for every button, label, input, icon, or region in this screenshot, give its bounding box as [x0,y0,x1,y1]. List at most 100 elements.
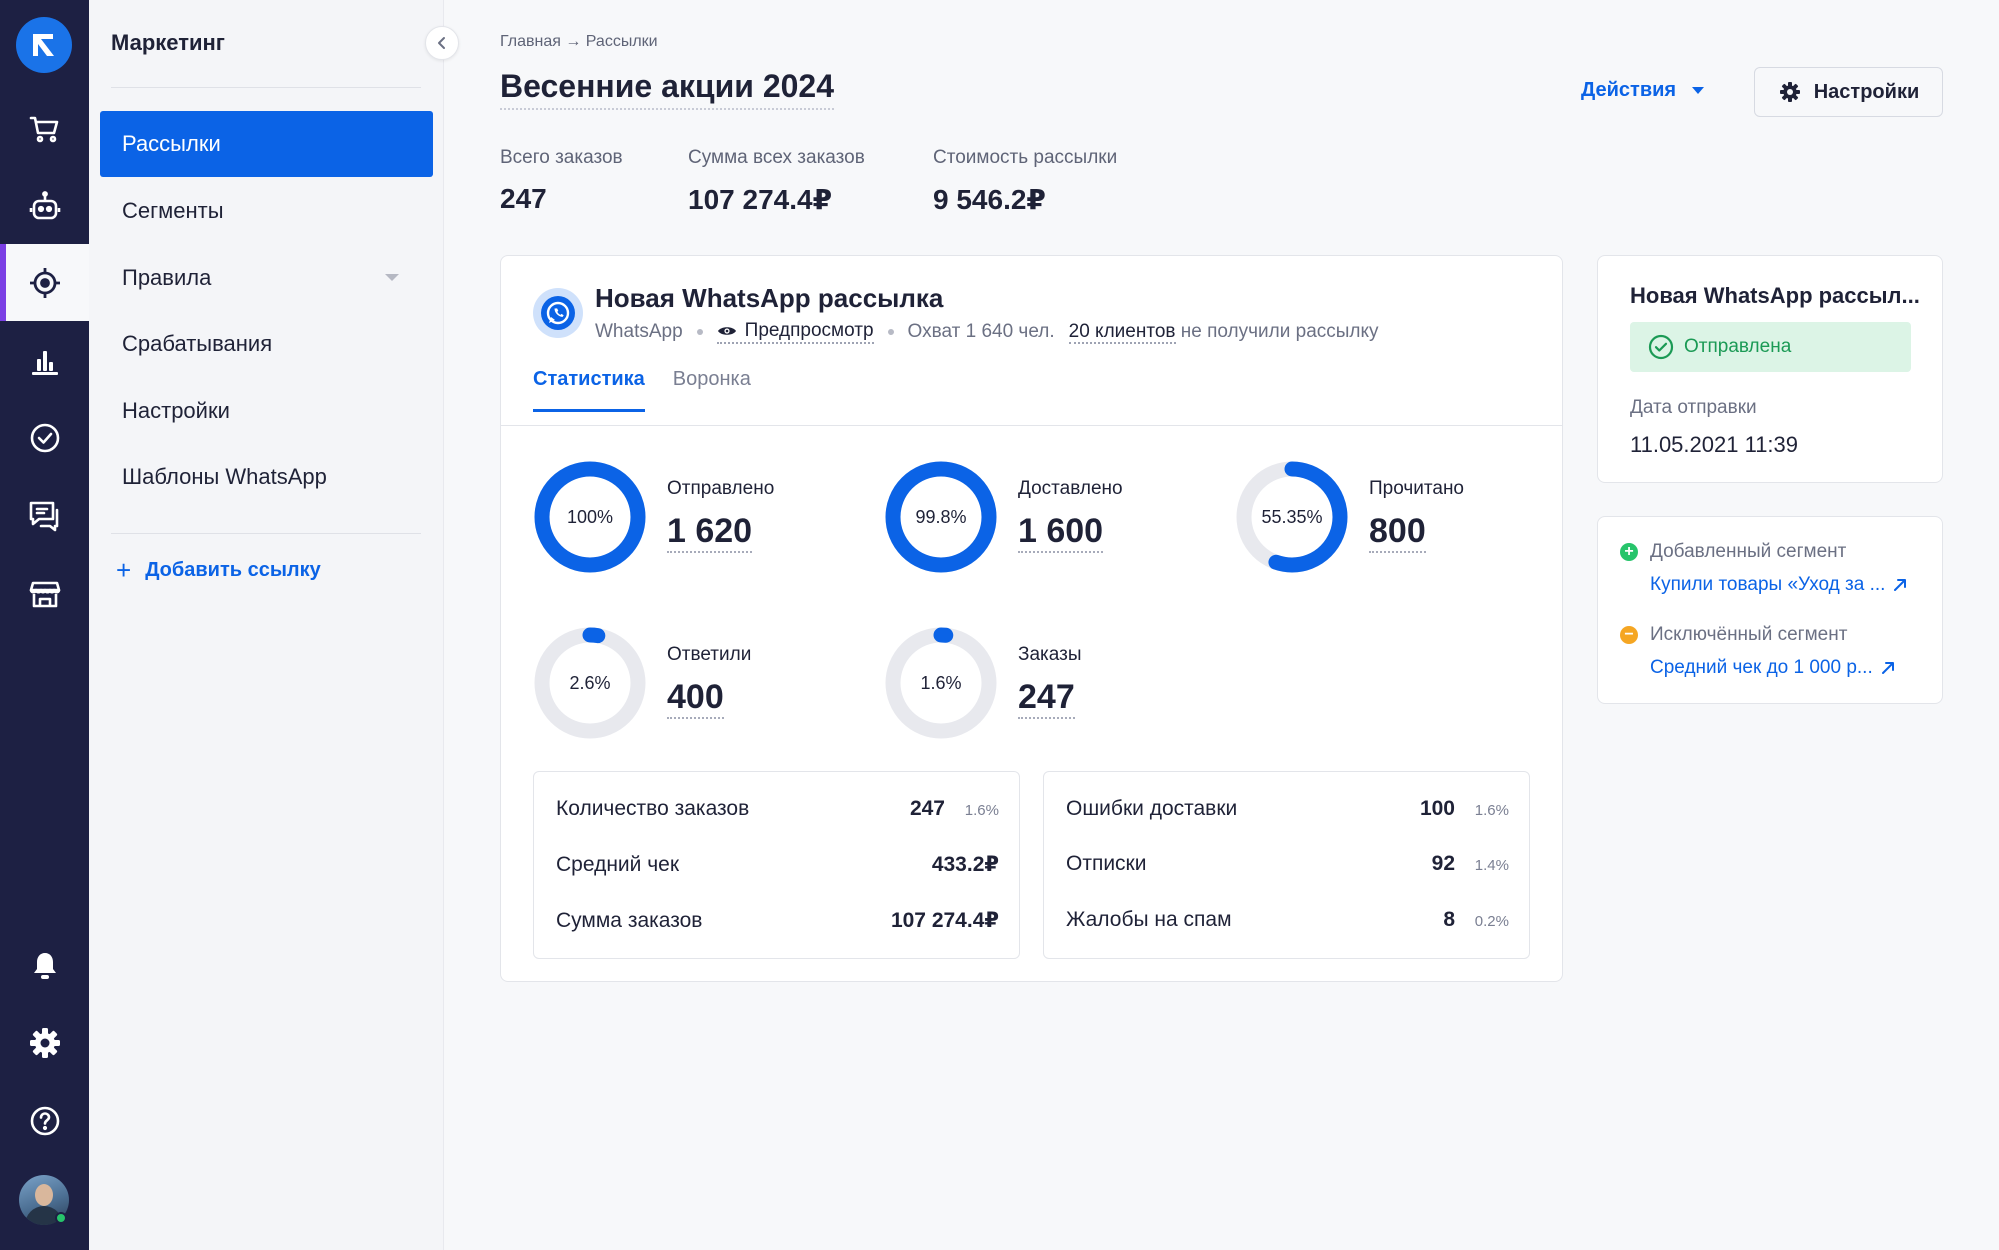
sidebar-item-label: Рассылки [122,131,221,156]
separator-dot [887,329,894,335]
donut-percent: 55.35% [1261,506,1323,527]
sidebar-item-label: Сегменты [122,198,224,223]
metric-value: 247 [500,183,547,214]
summary-row: Жалобы на спам 8 0.2% [1066,908,1509,932]
caret-down-icon [1692,87,1705,94]
cart-icon [29,116,58,142]
sidebar-item-mailings[interactable]: Рассылки [100,111,433,177]
app-logo[interactable] [16,17,72,73]
eye-icon [717,327,736,335]
store-icon [29,581,60,607]
check-circle-icon [30,423,59,452]
metric-value: 9 546.2₽ [933,184,1046,215]
rail-item-settings[interactable] [0,1004,89,1081]
stat-replied: 2.6% Ответили 400 [533,626,863,742]
delivery-summary: Ошибки доставки 100 1.6% Отписки 92 1.4%… [1043,771,1530,959]
plus-icon: + [116,555,132,585]
online-status-dot [55,1212,67,1224]
help-icon [30,1106,59,1135]
stat-value[interactable]: 1 600 [1018,512,1104,553]
plus-circle-icon: + [1620,543,1638,561]
rail-item-marketing[interactable] [0,244,89,321]
campaign-channel: WhatsApp [595,321,683,342]
campaign-title: Новая WhatsApp рассылка [595,283,944,313]
preview-label: Предпросмотр [744,320,874,341]
sidebar-item-segments[interactable]: Сегменты [100,178,433,244]
sidebar-item-rules[interactable]: Правила [100,245,433,311]
status-badge: Отправлена [1630,322,1911,372]
summary-name: Количество заказов [556,797,750,820]
stat-value[interactable]: 247 [1018,678,1075,719]
rail-item-analytics[interactable] [0,322,89,399]
rail-item-shop[interactable] [0,90,89,167]
collapse-sidebar-button[interactable] [425,26,459,60]
rail-item-chats[interactable] [0,477,89,554]
summary-row: Ошибки доставки 100 1.6% [1066,797,1509,821]
robot-icon [29,190,60,219]
summary-value: 107 274.4₽ [890,909,999,932]
sidebar-title: Маркетинг [111,30,225,55]
summary-row: Средний чек 433.2₽ [556,852,999,877]
chevron-down-icon [385,274,399,281]
whatsapp-icon [533,288,583,338]
stat-value[interactable]: 400 [667,678,724,719]
metric-label: Сумма всех заказов [688,147,865,168]
gear-icon [29,1027,60,1058]
settings-button[interactable]: Настройки [1754,67,1943,117]
donut-arc [885,627,997,739]
metric-value: 107 274.4₽ [688,184,833,215]
preview-link[interactable]: Предпросмотр [716,320,874,344]
summary-value: 8 [1443,908,1455,931]
sidebar-item-whatsapp-templates[interactable]: Шаблоны WhatsApp [100,444,433,510]
status-text: Отправлена [1684,336,1792,357]
campaign-meta: WhatsApp Предпросмотр Охват 1 640 чел. 2… [595,320,1379,344]
stat-name: Отправлено [667,478,775,499]
status-card-title: Новая WhatsApp рассыл... [1630,283,1920,308]
donut-percent: 1.6% [920,672,962,693]
summary-percent: 1.4% [1474,857,1509,874]
tab-funnel[interactable]: Воронка [672,368,751,390]
page-title[interactable]: Весенние акции 2024 [500,68,834,110]
segment-link-text: Средний чек до 1 000 р... [1650,657,1873,678]
excluded-segment-link[interactable]: Средний чек до 1 000 р... [1650,657,1895,679]
summary-name: Жалобы на спам [1066,908,1232,931]
added-segment-link[interactable]: Купили товары «Уход за ... [1650,574,1907,596]
clients-link[interactable]: 20 клиентов [1068,321,1176,344]
donut-chart [885,461,997,573]
sidebar-item-triggers[interactable]: Срабатывания [100,311,433,377]
rail-item-bots[interactable] [0,168,89,245]
stat-value[interactable]: 1 620 [667,512,753,553]
bell-icon [33,952,56,979]
sidebar-item-label: Шаблоны WhatsApp [122,464,327,489]
target-icon [29,267,60,298]
excluded-segment-label: Исключённый сегмент [1650,624,1848,645]
rail-item-notifications[interactable] [0,927,89,1004]
external-link-icon [1894,579,1907,591]
sidebar-item-label: Срабатывания [122,331,273,356]
rail-item-tasks[interactable] [0,399,89,476]
donut-percent: 2.6% [569,672,611,693]
divider [111,87,421,88]
rail-item-help[interactable] [0,1082,89,1159]
summary-name: Отписки [1066,852,1147,875]
rail-item-store[interactable] [0,555,89,632]
sidebar-item-label: Настройки [122,398,230,423]
metric-orders-sum: Сумма всех заказов 107 274.4₽ [688,147,865,216]
stat-value[interactable]: 800 [1369,512,1426,553]
donut-chart [1236,461,1348,573]
donut-arc [1236,461,1348,573]
sidebar-item-settings[interactable]: Настройки [100,378,433,444]
tab-statistics[interactable]: Статистика [533,368,645,412]
summary-value: 92 [1431,852,1455,875]
summary-row: Количество заказов 247 1.6% [556,797,999,821]
external-link-icon [1881,662,1894,674]
add-link-button[interactable]: + Добавить ссылку [116,557,321,583]
stat-read: 55.35% Прочитано 800 [1235,460,1565,576]
actions-dropdown[interactable]: Действия [1581,79,1705,102]
added-segment-label: Добавленный сегмент [1650,541,1847,562]
status-card: Новая WhatsApp рассыл... Отправлена Дата… [1597,255,1943,483]
orders-summary: Количество заказов 247 1.6% Средний чек … [533,771,1020,959]
donut-chart [534,627,646,739]
actions-label: Действия [1581,79,1677,101]
breadcrumb[interactable]: Главная → Рассылки [500,33,658,50]
